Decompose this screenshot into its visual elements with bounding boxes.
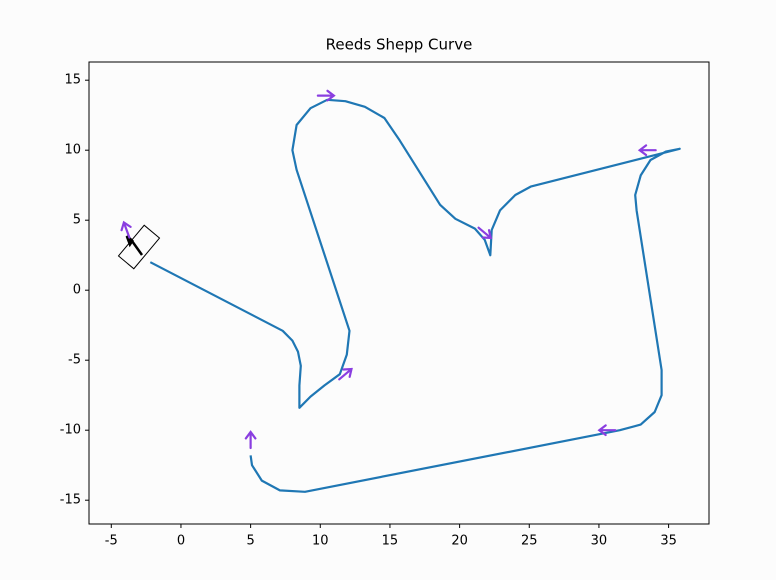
y-tick-label: -10 [60, 423, 81, 438]
y-tick-label: 10 [64, 143, 81, 158]
chart-title: Reeds Shepp Curve [326, 36, 473, 54]
curve [149, 98, 681, 493]
waypoint-arrow [316, 89, 336, 102]
waypoint-arrow [338, 367, 353, 381]
vehicle-heading [130, 240, 144, 256]
y-tick-label: -15 [60, 493, 81, 508]
y-tick-label: 0 [73, 283, 81, 298]
y-tick-label: -5 [68, 353, 81, 368]
y-tick-label: 5 [73, 213, 81, 228]
x-tick-label: 0 [177, 534, 185, 549]
x-tick-label: 30 [591, 534, 608, 549]
x-tick-label: 15 [382, 534, 399, 549]
x-tick-label: 35 [660, 534, 677, 549]
y-tick-label: 15 [64, 73, 81, 88]
waypoint-arrow [120, 220, 132, 239]
waypoint-arrow [244, 430, 257, 450]
x-tick-label: 10 [312, 534, 329, 549]
x-tick-label: 25 [521, 534, 538, 549]
waypoint-arrow [637, 144, 657, 157]
x-tick-label: -5 [105, 534, 118, 549]
x-tick-label: 20 [451, 534, 468, 549]
x-tick-label: 5 [246, 534, 254, 549]
waypoint-arrow [477, 226, 493, 240]
waypoint-arrow [597, 424, 617, 437]
plot-frame [88, 61, 710, 525]
